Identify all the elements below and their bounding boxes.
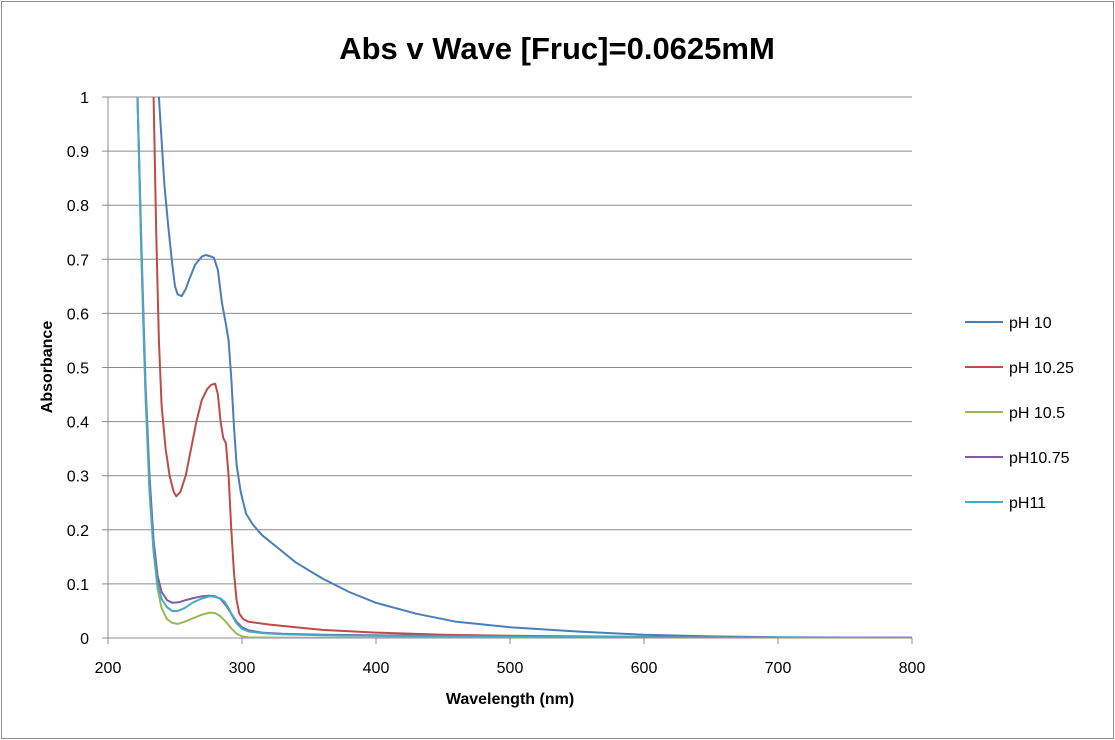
y-tick-label: 0 [80, 631, 89, 648]
y-tick-label: 0.1 [67, 577, 89, 594]
y-tick-label: 0.4 [67, 415, 89, 432]
y-axis-ticks: 0 0.1 0.2 0.3 0.4 0.5 0.6 0.7 0.8 0.9 1 [67, 90, 108, 648]
y-tick-label: 1 [80, 90, 89, 107]
x-tick-label: 400 [363, 660, 390, 677]
x-tick-label: 200 [95, 660, 122, 677]
x-tick-label: 600 [631, 660, 658, 677]
x-axis-ticks: 200 300 400 500 600 700 800 [95, 638, 926, 677]
y-tick-label: 0.2 [67, 523, 89, 540]
legend-label-0: pH 10 [1009, 315, 1052, 332]
y-tick-label: 0.3 [67, 469, 89, 486]
x-tick-label: 300 [229, 660, 256, 677]
x-tick-label: 700 [765, 660, 792, 677]
x-axis-title: Wavelength (nm) [446, 691, 574, 708]
chart-title: Abs v Wave [Fruc]=0.0625mM [339, 31, 775, 66]
legend-label-4: pH11 [1009, 495, 1046, 512]
y-tick-label: 0.7 [67, 252, 89, 269]
y-tick-label: 0.9 [67, 144, 89, 161]
x-tick-label: 500 [497, 660, 524, 677]
legend-label-1: pH 10.25 [1009, 360, 1074, 377]
series-line-0 [157, 97, 912, 638]
series-line-4 [136, 97, 912, 638]
legend-label-2: pH 10.5 [1009, 405, 1065, 422]
x-tick-label: 800 [899, 660, 926, 677]
legend: pH 10 pH 10.25 pH 10.5 pH10.75 pH11 [965, 315, 1074, 512]
legend-label-3: pH10.75 [1009, 450, 1070, 467]
series-lines [136, 97, 912, 638]
y-axis-title: Absorbance [39, 321, 56, 414]
y-tick-label: 0.5 [67, 361, 89, 378]
y-tick-label: 0.6 [67, 306, 89, 323]
y-tick-label: 0.8 [67, 198, 89, 215]
series-line-1 [152, 97, 912, 638]
gridlines [108, 96, 912, 585]
